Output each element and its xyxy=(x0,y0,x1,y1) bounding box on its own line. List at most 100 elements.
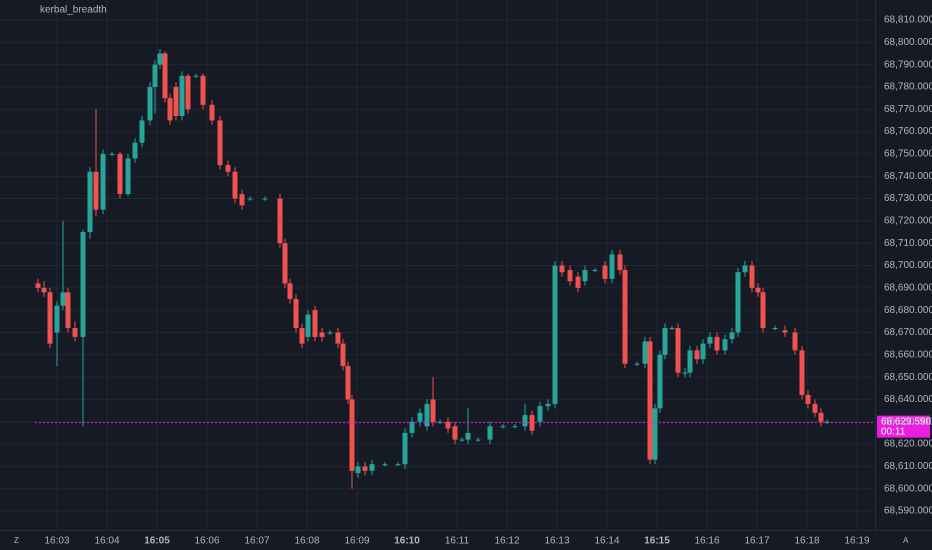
candle-body xyxy=(173,86,179,116)
candle-body xyxy=(424,403,430,427)
candle-body xyxy=(657,354,663,409)
candle-body xyxy=(117,153,123,195)
candle-body xyxy=(609,254,615,279)
candle-body xyxy=(799,350,805,395)
candle-body xyxy=(65,292,71,329)
candle-body xyxy=(319,332,325,337)
y-tick-label: 68,660.000 xyxy=(884,349,932,360)
candle-body xyxy=(147,86,153,121)
candle-body xyxy=(293,298,299,329)
x-tick-label: 16:16 xyxy=(694,536,719,547)
countdown-label: 00:11 xyxy=(881,426,906,437)
candle-body xyxy=(299,328,305,344)
x-tick-label: 16:08 xyxy=(294,536,319,547)
candle-body xyxy=(157,53,163,65)
x-tick-label: 16:18 xyxy=(794,536,819,547)
candle-body xyxy=(622,269,628,364)
candle-body xyxy=(729,332,735,340)
candle-body xyxy=(262,198,268,200)
candle-body xyxy=(185,75,191,110)
candle-body xyxy=(669,328,675,330)
x-tick-label: 16:17 xyxy=(744,536,769,547)
x-tick-label: 16:03 xyxy=(44,536,69,547)
candle-body xyxy=(749,265,755,288)
candle-body xyxy=(512,426,518,428)
x-tick-label: 16:07 xyxy=(244,536,269,547)
candle-body xyxy=(167,98,173,121)
y-tick-label: 68,740.000 xyxy=(884,171,932,182)
x-tick-label: 16:14 xyxy=(594,536,619,547)
candle-body xyxy=(395,464,401,466)
candle-body xyxy=(707,336,713,344)
corner-label: Z xyxy=(14,536,19,545)
last-price-badge xyxy=(877,415,930,438)
candle-body xyxy=(312,310,318,337)
candle-body xyxy=(345,365,351,400)
x-tick-label: 16:15 xyxy=(644,536,670,547)
y-tick-label: 68,730.000 xyxy=(884,193,932,204)
y-tick-label: 68,690.000 xyxy=(884,282,932,293)
y-tick-label: 68,640.000 xyxy=(884,394,932,405)
candle-body xyxy=(682,372,688,374)
candle-body xyxy=(349,399,355,471)
candle-body xyxy=(662,328,668,355)
x-tick-label: 16:04 xyxy=(94,536,119,547)
candle-body xyxy=(247,198,253,200)
candle-body xyxy=(225,165,231,172)
candle-body xyxy=(382,464,388,466)
candle-body xyxy=(634,363,640,365)
candle-body xyxy=(592,269,598,271)
x-tick-label: 16:09 xyxy=(344,536,369,547)
candle-body xyxy=(537,406,543,422)
candle-body xyxy=(335,332,341,344)
y-tick-label: 68,760.000 xyxy=(884,126,932,137)
y-tick-label: 68,680.000 xyxy=(884,305,932,316)
candle-body xyxy=(327,332,333,334)
candle-body xyxy=(72,328,78,337)
candle-body xyxy=(582,269,588,282)
candle-body xyxy=(87,171,93,233)
candles xyxy=(35,49,830,489)
candle-body xyxy=(217,120,223,166)
candle-body xyxy=(755,287,761,293)
candle-body xyxy=(735,272,741,333)
candle-body xyxy=(700,343,706,360)
candle-body xyxy=(362,466,368,471)
y-tick-label: 68,610.000 xyxy=(884,461,932,472)
y-tick-label: 68,780.000 xyxy=(884,82,932,93)
candle-body xyxy=(647,341,653,460)
candle-body xyxy=(162,53,168,99)
candle-body xyxy=(402,432,408,465)
candle-body xyxy=(139,120,145,143)
y-tick-label: 68,590.000 xyxy=(884,506,932,517)
y-tick-label: 68,710.000 xyxy=(884,238,932,249)
candle-body xyxy=(487,426,493,440)
candle-body xyxy=(772,328,778,330)
x-tick-label: 16:19 xyxy=(844,536,869,547)
candle-body xyxy=(459,439,465,441)
y-tick-label: 68,770.000 xyxy=(884,104,932,115)
y-tick-label: 68,700.000 xyxy=(884,260,932,271)
candle-body xyxy=(545,403,551,407)
candle-body xyxy=(282,243,288,284)
candle-body xyxy=(652,408,658,460)
candle-body xyxy=(760,292,766,329)
candle-body xyxy=(445,421,451,429)
candle-body xyxy=(109,153,115,155)
candle-body xyxy=(340,343,346,366)
y-tick-label: 68,620.000 xyxy=(884,439,932,450)
candle-body xyxy=(41,287,47,293)
x-tick-label: 16:06 xyxy=(194,536,219,547)
candle-body xyxy=(642,341,648,364)
y-tick-label: 68,720.000 xyxy=(884,216,932,227)
y-tick-label: 68,650.000 xyxy=(884,372,932,383)
candle-body xyxy=(369,464,375,471)
candle-body xyxy=(60,292,66,306)
x-tick-label: 16:10 xyxy=(394,536,420,547)
candle-body xyxy=(100,153,106,210)
x-tick-label: 16:13 xyxy=(544,536,569,547)
candle-body xyxy=(559,265,565,273)
